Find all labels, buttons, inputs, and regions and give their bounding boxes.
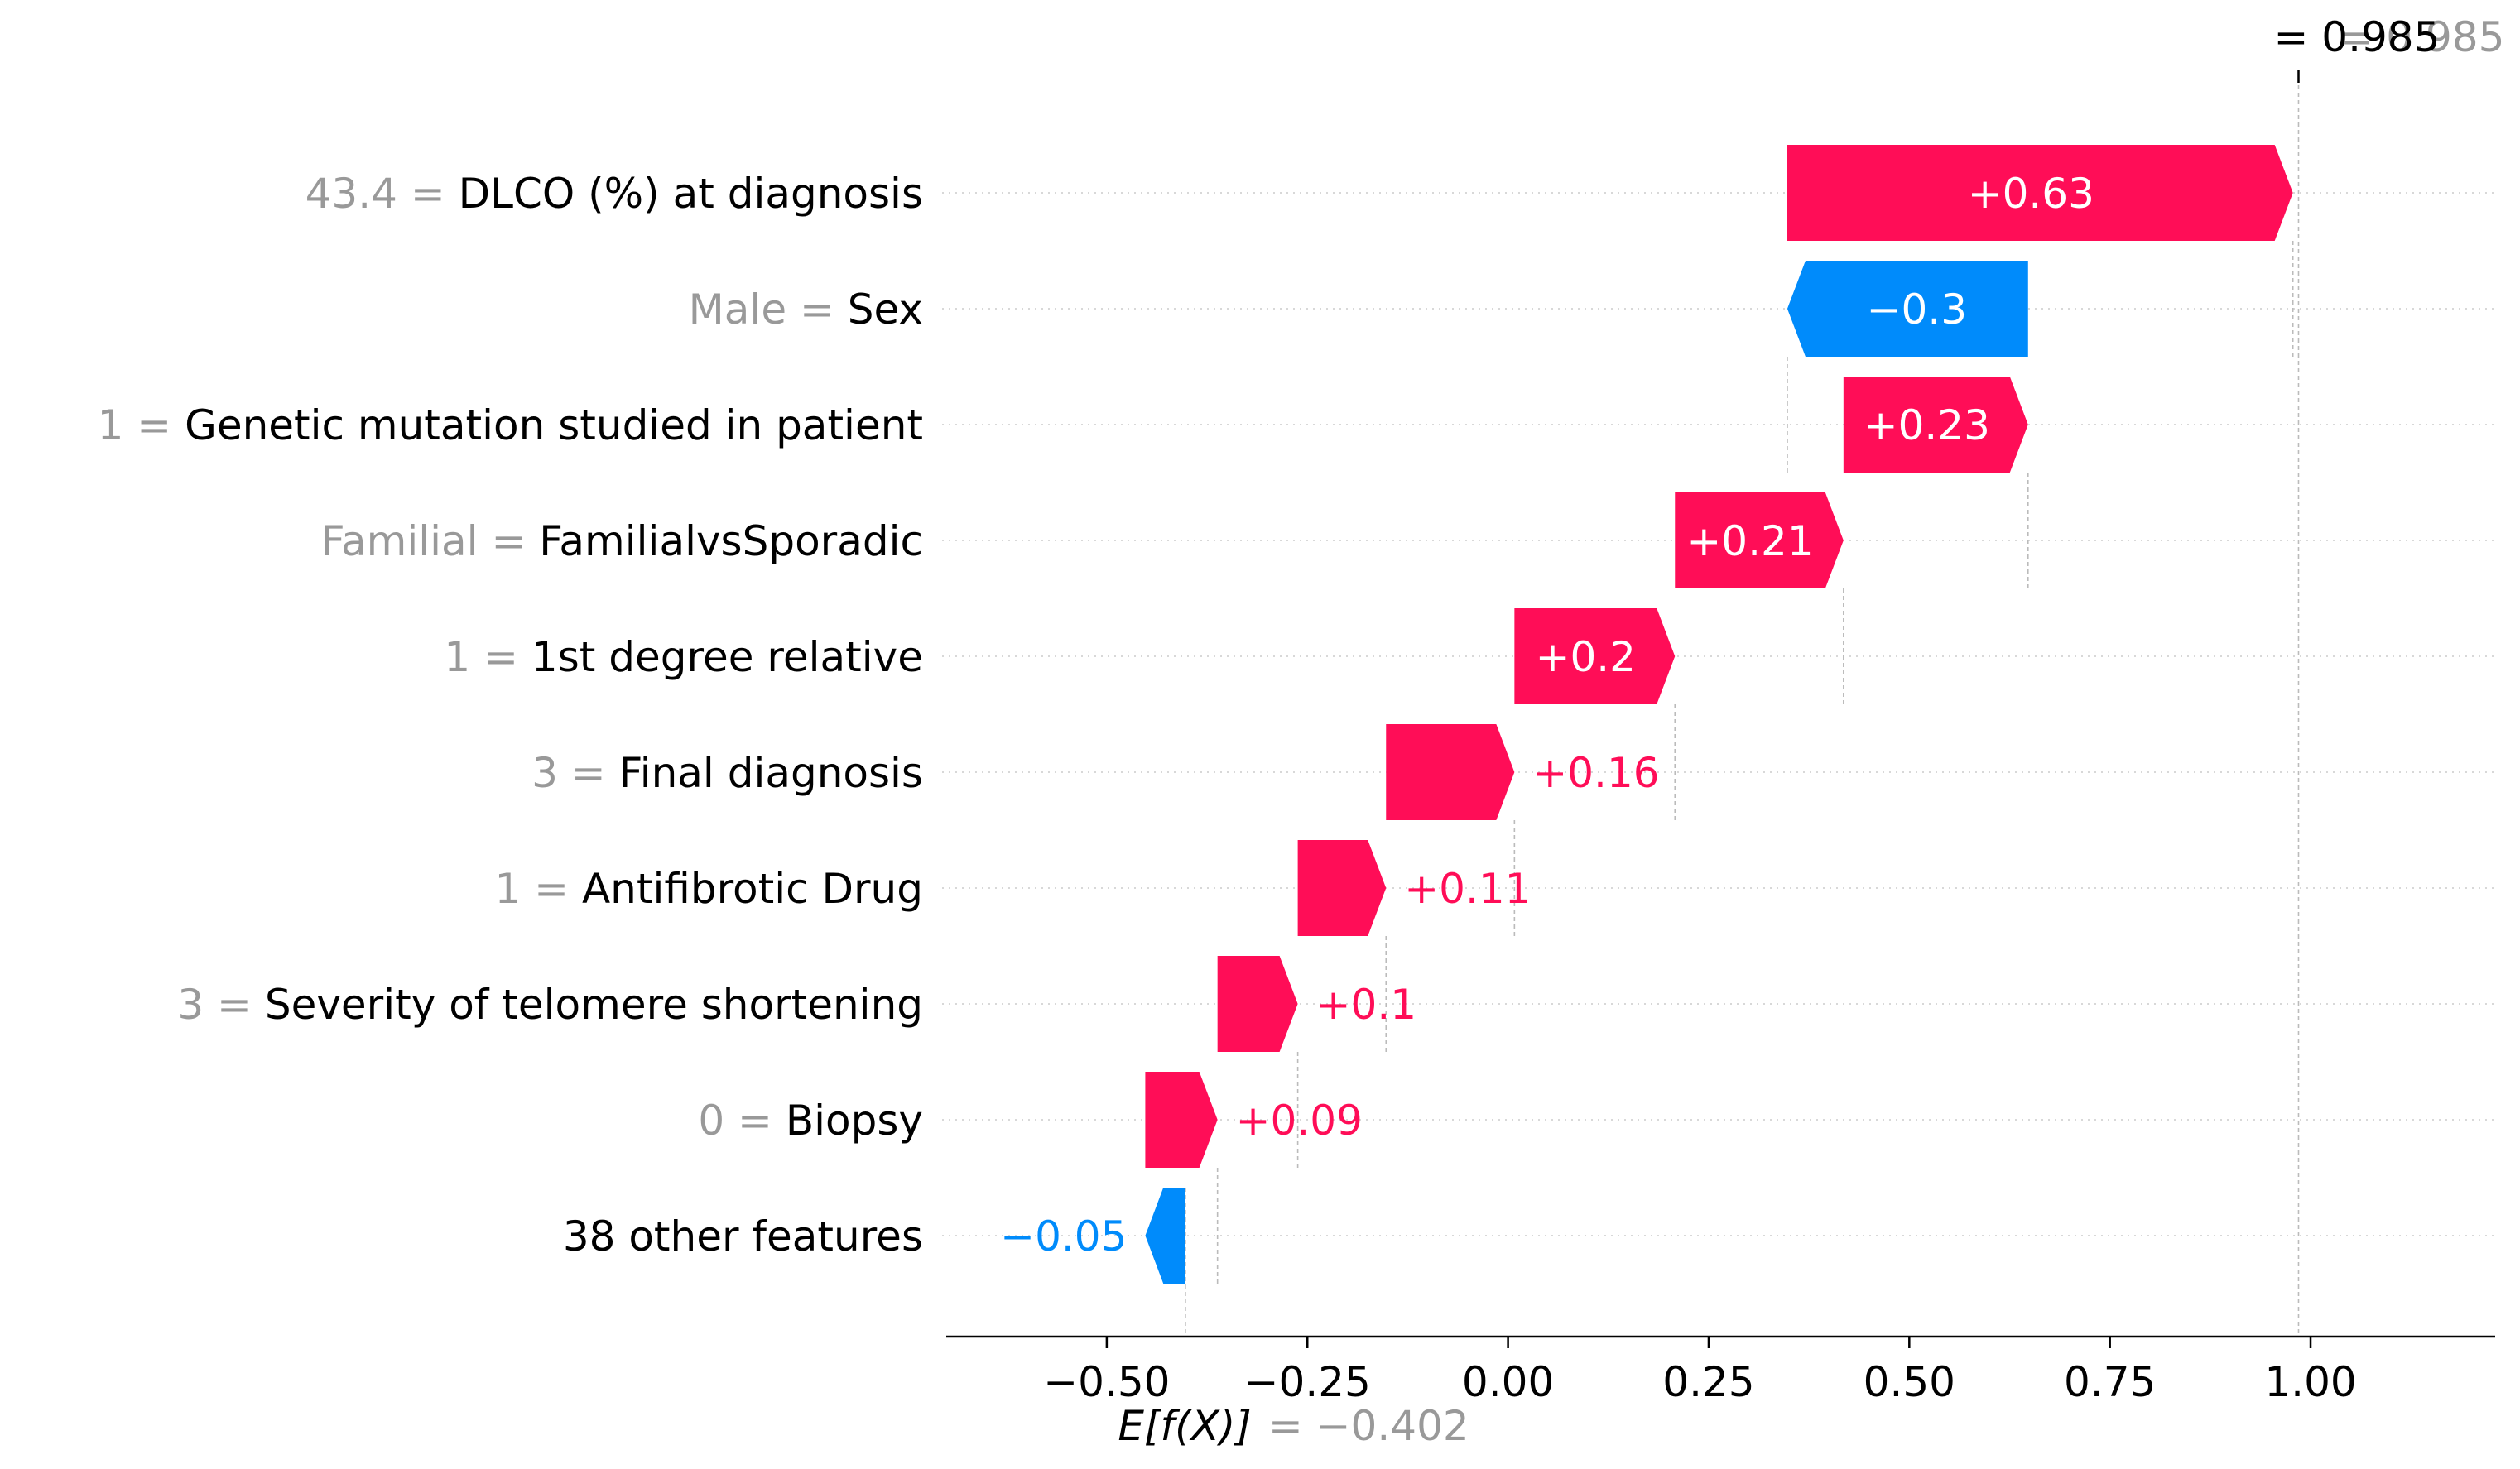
x-tick-label: −0.50: [1043, 1358, 1170, 1406]
feature-value: 3 =: [177, 981, 265, 1029]
positive-contribution-bar: [1675, 492, 1844, 588]
feature-name: 38 other features: [563, 1212, 923, 1260]
contribution-label: −0.05: [1000, 1212, 1127, 1260]
negative-contribution-bar: [1145, 1188, 1185, 1284]
feature-name: Antifibrotic Drug: [582, 865, 923, 913]
feature-labels: 43.4 = DLCO (%) at diagnosis Male = Sex 1 …: [98, 170, 923, 1260]
feature-value: 1 =: [444, 633, 531, 681]
contribution-label: +0.1: [1316, 981, 1416, 1029]
feature-name: DLCO (%) at diagnosis: [459, 170, 923, 218]
feature-value: Familial =: [321, 517, 539, 565]
feature-label: 38 other features: [563, 1212, 923, 1260]
x-tick-label: 0.00: [1462, 1358, 1554, 1406]
feature-name: Severity of telomere shortening: [265, 981, 923, 1029]
contribution-label: +0.16: [1532, 749, 1659, 797]
bar-connectors: [1185, 70, 2300, 1337]
feature-value: 1 =: [494, 865, 582, 913]
output-value-label-overlap: = 0.985: [2338, 13, 2504, 61]
feature-label: 1 = 1st degree relative: [444, 633, 923, 681]
contribution-label: −0.3: [1867, 286, 1967, 334]
feature-value: 3 =: [531, 749, 619, 797]
contribution-label: +0.63: [1968, 170, 2094, 218]
positive-contribution-bar: [1297, 840, 1387, 936]
feature-label: 1 = Genetic mutation studied in patient: [98, 401, 923, 449]
feature-label: 43.4 = DLCO (%) at diagnosis: [305, 170, 923, 218]
feature-label: 3 = Final diagnosis: [531, 749, 923, 797]
positive-contribution-bar: [1145, 1072, 1218, 1168]
x-tick-label: −0.25: [1244, 1358, 1371, 1406]
feature-label: 3 = Severity of telomere shortening: [177, 981, 923, 1029]
base-value-annotation: E[f(X)] = −0.402: [1118, 1402, 1469, 1450]
contribution-label: +0.21: [1686, 517, 1813, 565]
feature-name: FamilialvsSporadic: [539, 517, 923, 565]
x-axis: −0.50 −0.25 0.00 0.25 0.50 0.75 1.00: [946, 1335, 2495, 1406]
feature-name: Genetic mutation studied in patient: [185, 401, 923, 449]
feature-label: 1 = Antifibrotic Drug: [494, 865, 923, 913]
positive-contribution-bar: [1386, 724, 1515, 820]
output-value-label: = 0.985: [2273, 13, 2440, 61]
feature-label: Male = Sex: [689, 286, 923, 334]
positive-contribution-bar: [1787, 145, 2293, 241]
x-tick-label: 0.25: [1662, 1358, 1754, 1406]
feature-name: 1st degree relative: [531, 633, 923, 681]
contribution-labels: +0.63 −0.3 +0.23 +0.21 +0.2 +0.16 +0.11 +0.1 +0.…: [1000, 170, 2094, 1260]
feature-value: 1 =: [98, 401, 185, 449]
base-value-label: = −0.402: [1268, 1402, 1469, 1450]
feature-value: 43.4 =: [305, 170, 459, 218]
x-tick-label: 0.50: [1864, 1358, 1955, 1406]
positive-contribution-bar: [1217, 956, 1298, 1052]
feature-label: Familial = FamilialvsSporadic: [321, 517, 923, 565]
positive-contribution-bar: [1514, 608, 1676, 704]
contribution-label: +0.09: [1236, 1097, 1363, 1145]
contribution-label: +0.11: [1404, 865, 1531, 913]
contribution-bars: [1145, 145, 2293, 1284]
feature-value: Male =: [689, 286, 848, 334]
feature-name: Final diagnosis: [619, 749, 923, 797]
x-tick-label: 1.00: [2264, 1358, 2356, 1406]
output-value-annotation: = 0.985= 0.985: [2273, 13, 2504, 83]
positive-contribution-bar: [1843, 377, 2028, 473]
negative-contribution-bar: [1787, 261, 2028, 357]
base-value-symbol: E[f(X)]: [1118, 1402, 1251, 1450]
contribution-label: +0.23: [1864, 401, 1990, 449]
feature-label: 0 = Biopsy: [698, 1097, 923, 1145]
feature-value: 0 =: [698, 1097, 786, 1145]
x-tick-label: 0.75: [2064, 1358, 2156, 1406]
feature-name: Sex: [848, 286, 923, 334]
feature-name: Biopsy: [786, 1097, 923, 1145]
contribution-label: +0.2: [1536, 633, 1636, 681]
